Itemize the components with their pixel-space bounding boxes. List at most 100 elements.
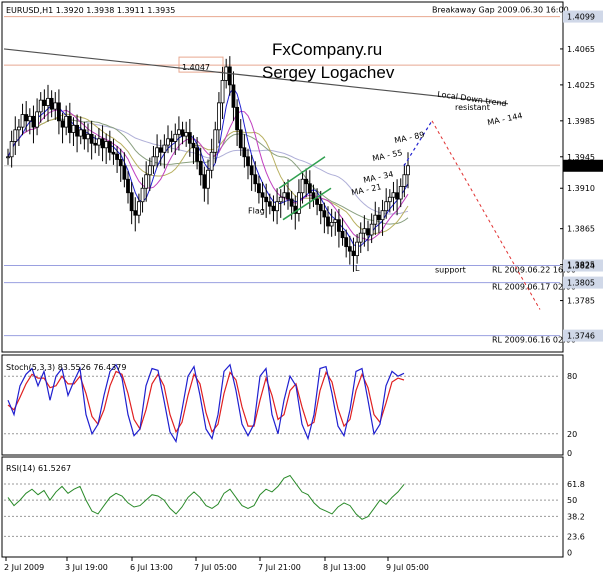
level-label-2: RL 2009.06.22 16:00 <box>492 266 576 275</box>
candle-body-28 <box>107 141 112 153</box>
candle-body-94 <box>347 246 352 252</box>
flag-lower-line <box>282 187 332 221</box>
candle-body-69 <box>257 183 261 194</box>
candle-body-97 <box>358 232 363 243</box>
candle-body-46 <box>173 133 178 142</box>
candle-body-16 <box>64 115 69 128</box>
candle-body-13 <box>53 102 58 110</box>
candle-body-45 <box>169 138 174 142</box>
candle-body-105 <box>387 196 392 203</box>
candle-body-25 <box>97 138 101 146</box>
annotations-layer: Local Down trendresistantsupportFlagLMA … <box>3 48 541 310</box>
candle-body-68 <box>253 174 258 185</box>
rsi-tick-2: 38.2 <box>567 512 585 521</box>
candle-body-12 <box>49 97 54 110</box>
candle-body-58 <box>217 102 221 131</box>
candle-body-48 <box>180 129 185 137</box>
candle-body-52 <box>195 147 199 162</box>
price-tick-7: 1.3785 <box>567 297 595 306</box>
stoch-label: Stoch(5,3,3) 83.5526 76.4379 <box>6 363 126 372</box>
time-tick-1: 3 Jul 19:00 <box>65 563 108 572</box>
candle-body-98 <box>362 228 367 234</box>
ma-34-line <box>7 109 409 241</box>
resistant-label: resistant <box>455 103 490 112</box>
rsi-tick-0: 61.8 <box>567 480 585 489</box>
candle-body-83 <box>307 183 312 194</box>
candle-body-0 <box>6 156 10 159</box>
candle-body-54 <box>202 174 207 189</box>
time-tick-6: 9 Jul 05:00 <box>386 563 429 572</box>
level-label-1: 1.4047 <box>182 63 210 72</box>
candle-body-47 <box>177 129 181 135</box>
level-tag-bg-0 <box>563 10 603 23</box>
rsi-tick-4: 0 <box>567 548 572 557</box>
current-price-tag-bg <box>563 159 603 172</box>
candle-body-66 <box>246 156 250 167</box>
level-tag-bg-3 <box>563 276 603 289</box>
candle-body-87 <box>322 210 327 218</box>
candle-body-7 <box>31 115 36 128</box>
level-tag-4: 1.3746 <box>567 332 595 341</box>
price-axis: 1.4065 1.4025 1.3985 1.3945 1.3910 1.3865 1.38… <box>560 45 603 306</box>
candle-body-103 <box>380 210 385 221</box>
candle-body-110 <box>406 165 410 176</box>
time-tick-2: 6 Jul 13:00 <box>130 563 173 572</box>
candle-body-106 <box>391 192 396 198</box>
time-tick-0: 2 Jul 2009 <box>4 563 44 572</box>
candle-body-76 <box>282 192 287 198</box>
candle-body-1 <box>9 141 14 158</box>
candle-body-31 <box>118 159 123 167</box>
local-down-trend-line <box>3 48 509 105</box>
candle-body-5 <box>24 114 29 122</box>
candle-body-93 <box>344 237 349 248</box>
candle-body-40 <box>151 156 156 167</box>
level-tag-bg-2 <box>563 259 603 272</box>
candle-body-65 <box>242 147 247 158</box>
stoch-tick-1: 20 <box>567 430 577 439</box>
candle-body-19 <box>75 124 79 137</box>
rsi-layer: 61.8 50 38.2 23.6 0 <box>4 474 585 557</box>
candle-body-102 <box>377 214 381 221</box>
candle-body-67 <box>249 165 254 176</box>
candle-body-50 <box>187 132 192 144</box>
candle-body-104 <box>384 201 389 212</box>
candle-body-75 <box>278 196 283 203</box>
current-price-tag: 1.3935 <box>567 162 595 171</box>
candle-body-10 <box>42 99 47 106</box>
price-tick-6: 1.3825 <box>567 261 595 270</box>
candle-body-38 <box>144 174 149 189</box>
price-tick-5: 1.3865 <box>567 225 595 234</box>
candle-body-27 <box>104 141 109 149</box>
rsi-panel <box>1 456 564 558</box>
stoch-tick-0: 80 <box>567 372 577 381</box>
level-label-4: RL 2009.06.16 02:00 <box>492 336 576 345</box>
candle-body-74 <box>275 201 279 212</box>
candle-body-61 <box>227 66 232 86</box>
ma-label-4: MA - 21 <box>351 182 383 197</box>
candle-body-81 <box>300 178 305 194</box>
candle-body-107 <box>395 192 399 200</box>
time-tick-5: 8 Jul 13:00 <box>323 563 366 572</box>
candle-body-4 <box>20 114 25 128</box>
candle-body-63 <box>235 106 239 131</box>
candle-body-51 <box>191 142 196 149</box>
price-tick-2: 1.3985 <box>567 117 595 126</box>
candle-body-95 <box>351 250 356 257</box>
rsi-label: RSI(14) 61.5267 <box>6 464 71 473</box>
candle-body-24 <box>93 142 98 146</box>
candle-body-108 <box>398 186 403 200</box>
level-tag-bg-4 <box>563 329 603 342</box>
rsi-tick-3: 23.6 <box>567 532 585 541</box>
candle-body-78 <box>289 198 294 207</box>
candle-body-80 <box>297 192 301 214</box>
candle-body-14 <box>57 102 61 122</box>
candle-body-57 <box>213 129 218 153</box>
candle-body-56 <box>209 151 214 171</box>
level-label-0: Breakaway Gap 2009.06.30 16:00 <box>432 6 569 15</box>
candle-body-71 <box>264 196 269 203</box>
candle-body-34 <box>129 192 134 212</box>
candle-body-91 <box>337 219 341 232</box>
flag-upper-line <box>278 156 326 189</box>
level-label-3: RL 2009.06.17 02:00 <box>492 283 576 292</box>
